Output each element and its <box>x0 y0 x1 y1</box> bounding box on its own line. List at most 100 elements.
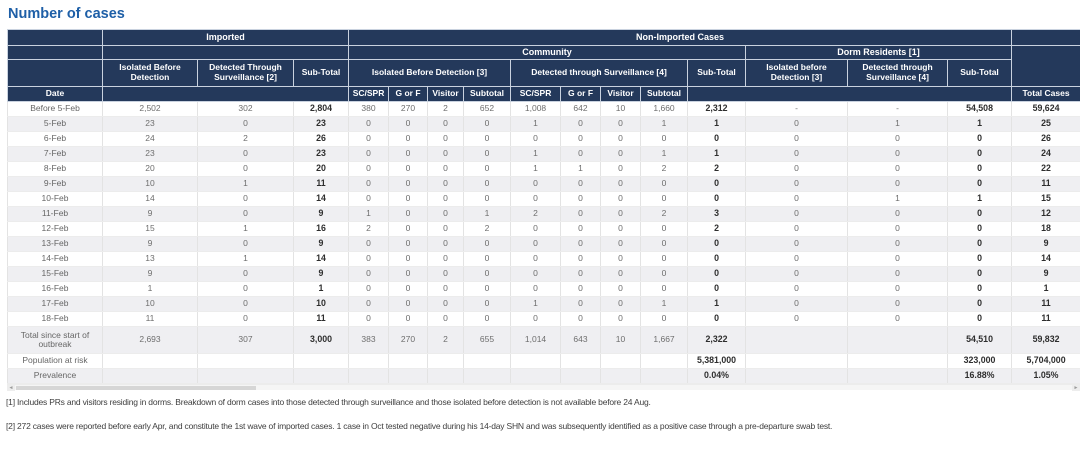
table-cell: 0 <box>746 282 848 297</box>
col-header-dorm-subtotal: Sub-Total <box>948 60 1012 87</box>
row-label: 17-Feb <box>8 297 103 312</box>
table-cell: 0 <box>389 132 428 147</box>
table-cell: 1,667 <box>641 327 688 354</box>
table-cell: 0 <box>428 282 464 297</box>
table-cell: 0 <box>688 237 746 252</box>
table-cell: 0 <box>641 132 688 147</box>
table-cell: 0 <box>641 237 688 252</box>
table-cell: 1 <box>511 162 561 177</box>
table-cell: 0 <box>601 312 641 327</box>
table-cell: 270 <box>389 327 428 354</box>
table-cell: 0 <box>848 267 948 282</box>
table-cell: 0 <box>688 267 746 282</box>
table-cell: 0 <box>561 312 601 327</box>
header-spacer <box>1012 30 1080 46</box>
scrollbar-thumb[interactable] <box>16 386 256 390</box>
table-cell <box>198 369 294 384</box>
table-cell: 0 <box>948 312 1012 327</box>
table-cell: 0 <box>464 252 511 267</box>
table-cell: 0 <box>464 282 511 297</box>
table-cell: 0 <box>389 177 428 192</box>
table-cell: 2,804 <box>294 102 349 117</box>
table-cell: 2 <box>688 222 746 237</box>
table-cell: 1 <box>511 297 561 312</box>
col-header-dorm-isolated: Isolated before Detection [3] <box>746 60 848 87</box>
header-spacer <box>103 46 349 60</box>
table-cell: 0 <box>561 117 601 132</box>
horizontal-scrollbar[interactable]: ◄ ► <box>7 384 1080 390</box>
col-header-subtotal-isolated: Subtotal <box>464 87 511 102</box>
header-spacer <box>1012 46 1080 87</box>
table-cell <box>103 354 198 369</box>
table-cell: 0 <box>746 207 848 222</box>
table-cell: 10 <box>103 177 198 192</box>
table-cell: 0 <box>389 192 428 207</box>
table-cell: 0 <box>511 282 561 297</box>
table-cell: 0 <box>688 312 746 327</box>
table-cell: 2 <box>428 327 464 354</box>
table-cell: 0 <box>511 177 561 192</box>
table-cell: 270 <box>389 102 428 117</box>
table-cell: 9 <box>103 267 198 282</box>
table-cell <box>641 369 688 384</box>
table-cell: 2 <box>641 207 688 222</box>
col-header-subtotal-detected: Subtotal <box>641 87 688 102</box>
table-cell: 0 <box>561 132 601 147</box>
table-cell: 10 <box>601 327 641 354</box>
scroll-right-arrow-icon[interactable]: ► <box>1072 385 1080 391</box>
table-cell <box>464 369 511 384</box>
table-cell: 11 <box>294 177 349 192</box>
table-cell: 10 <box>294 297 349 312</box>
table-cell: 0 <box>198 207 294 222</box>
table-cell: 0 <box>464 297 511 312</box>
table-cell: 383 <box>349 327 389 354</box>
table-cell: 643 <box>561 327 601 354</box>
page-title: Number of cases <box>8 6 1080 22</box>
table-cell: 0 <box>389 162 428 177</box>
table-cell: 2 <box>349 222 389 237</box>
scroll-left-arrow-icon[interactable]: ◄ <box>7 385 15 391</box>
table-cell: 24 <box>103 132 198 147</box>
col-group-non-imported: Non-Imported Cases <box>349 30 1012 46</box>
col-header-imported-detected: Detected Through Surveillance [2] <box>198 60 294 87</box>
table-cell <box>389 354 428 369</box>
table-cell: 0 <box>601 267 641 282</box>
table-cell: 0 <box>601 192 641 207</box>
header-spacer <box>8 46 103 60</box>
table-cell: 0 <box>464 147 511 162</box>
table-cell: 1 <box>641 117 688 132</box>
table-cell: 323,000 <box>948 354 1012 369</box>
table-cell: 3 <box>688 207 746 222</box>
table-cell: 0 <box>948 177 1012 192</box>
table-cell: 0 <box>349 132 389 147</box>
col-header-date: Date <box>8 87 103 102</box>
col-header-gorf-detected: G or F <box>561 87 601 102</box>
table-cell: 0 <box>641 222 688 237</box>
table-cell: 2,502 <box>103 102 198 117</box>
row-label: 13-Feb <box>8 237 103 252</box>
col-header-imported-subtotal: Sub-Total <box>294 60 349 87</box>
row-label: Before 5-Feb <box>8 102 103 117</box>
table-cell <box>103 369 198 384</box>
table-cell: 0 <box>688 132 746 147</box>
table-cell: 1 <box>511 117 561 132</box>
row-label: 14-Feb <box>8 252 103 267</box>
table-cell: 0 <box>428 207 464 222</box>
table-cell: 0 <box>601 222 641 237</box>
table-cell: 0 <box>561 282 601 297</box>
table-cell: 0 <box>688 192 746 207</box>
table-cell: 9 <box>294 207 349 222</box>
header-spacer <box>8 60 103 87</box>
table-cell: 0 <box>848 177 948 192</box>
table-cell: 0 <box>746 132 848 147</box>
table-cell: 14 <box>103 192 198 207</box>
table-cell <box>848 369 948 384</box>
footnote-2: [2] 272 cases were reported before early… <box>6 421 1080 431</box>
footnotes: [1] Includes PRs and visitors residing i… <box>6 397 1080 431</box>
table-cell: 0 <box>389 117 428 132</box>
table-cell: 1 <box>349 207 389 222</box>
